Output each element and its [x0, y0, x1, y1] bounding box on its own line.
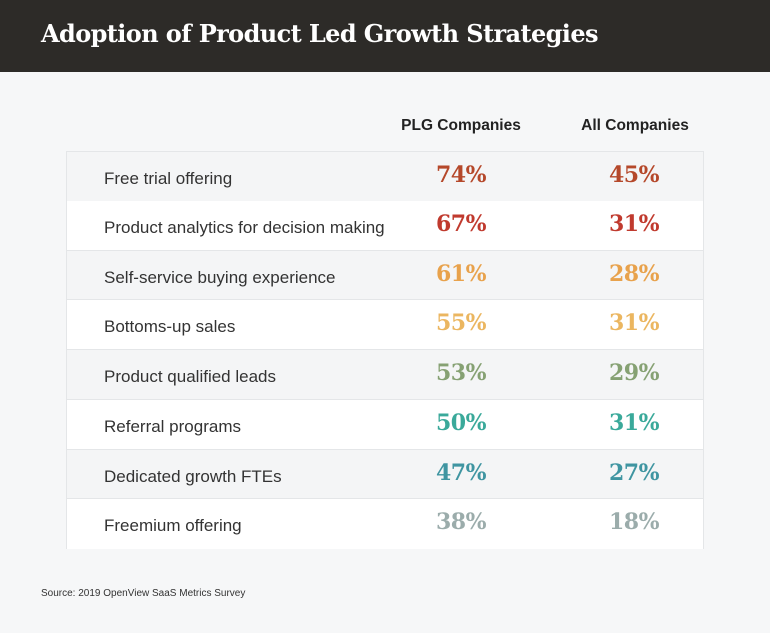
table-row: Bottoms-up sales 55% 31% — [67, 300, 703, 350]
plg-companies-value: 47% — [435, 459, 487, 486]
row-label: Product qualified leads — [104, 367, 277, 386]
all-companies-value: 27% — [608, 459, 660, 486]
row-label: Bottoms-up sales — [104, 317, 236, 337]
row-label: Referral programs — [104, 416, 241, 436]
chart-title: Adoption of Product Led Growth Strategie… — [41, 19, 599, 48]
all-companies-value: 28% — [608, 260, 660, 287]
plg-companies-value: 53% — [435, 360, 487, 386]
table-row: Self-service buying experience 61% 28% — [67, 250, 703, 301]
all-companies-value: 29% — [608, 360, 660, 386]
row-label: Self-service buying experience — [104, 267, 336, 287]
table-row: Product qualified leads 53% 29% — [67, 350, 703, 400]
plg-companies-value: 55% — [435, 310, 487, 337]
row-label: Product analytics for decision making — [104, 217, 385, 237]
all-companies-value: 31% — [608, 409, 660, 436]
plg-companies-value: 67% — [435, 210, 487, 237]
all-companies-value: 31% — [608, 310, 660, 337]
adoption-table: Free trial offering 74% 45% Product analyti… — [66, 151, 704, 549]
table-row: Freemium offering 38% 18% — [67, 499, 703, 549]
table-row: Product analytics for decision making 67%… — [67, 200, 703, 251]
plg-companies-value: 61% — [435, 260, 487, 287]
plg-companies-value: 50% — [435, 409, 487, 436]
plg-companies-value: 38% — [435, 509, 487, 536]
title-bar: Adoption of Product Led Growth Strategie… — [0, 0, 770, 72]
row-label: Freemium offering — [104, 516, 242, 536]
source-note: Source: 2019 OpenView SaaS Metrics Surve… — [41, 588, 246, 599]
column-header-all-companies: All Companies — [581, 117, 689, 134]
table-row: Dedicated growth FTEs 47% 27% — [67, 449, 703, 500]
table-row: Free trial offering 74% 45% — [67, 152, 703, 202]
all-companies-value: 45% — [608, 162, 660, 188]
row-label: Free trial offering — [104, 169, 233, 188]
row-label: Dedicated growth FTEs — [104, 466, 282, 486]
column-header-plg-companies: PLG Companies — [401, 117, 521, 134]
all-companies-value: 31% — [608, 210, 660, 237]
plg-companies-value: 74% — [435, 162, 487, 188]
all-companies-value: 18% — [608, 509, 660, 536]
table-row: Referral programs 50% 31% — [67, 399, 703, 450]
